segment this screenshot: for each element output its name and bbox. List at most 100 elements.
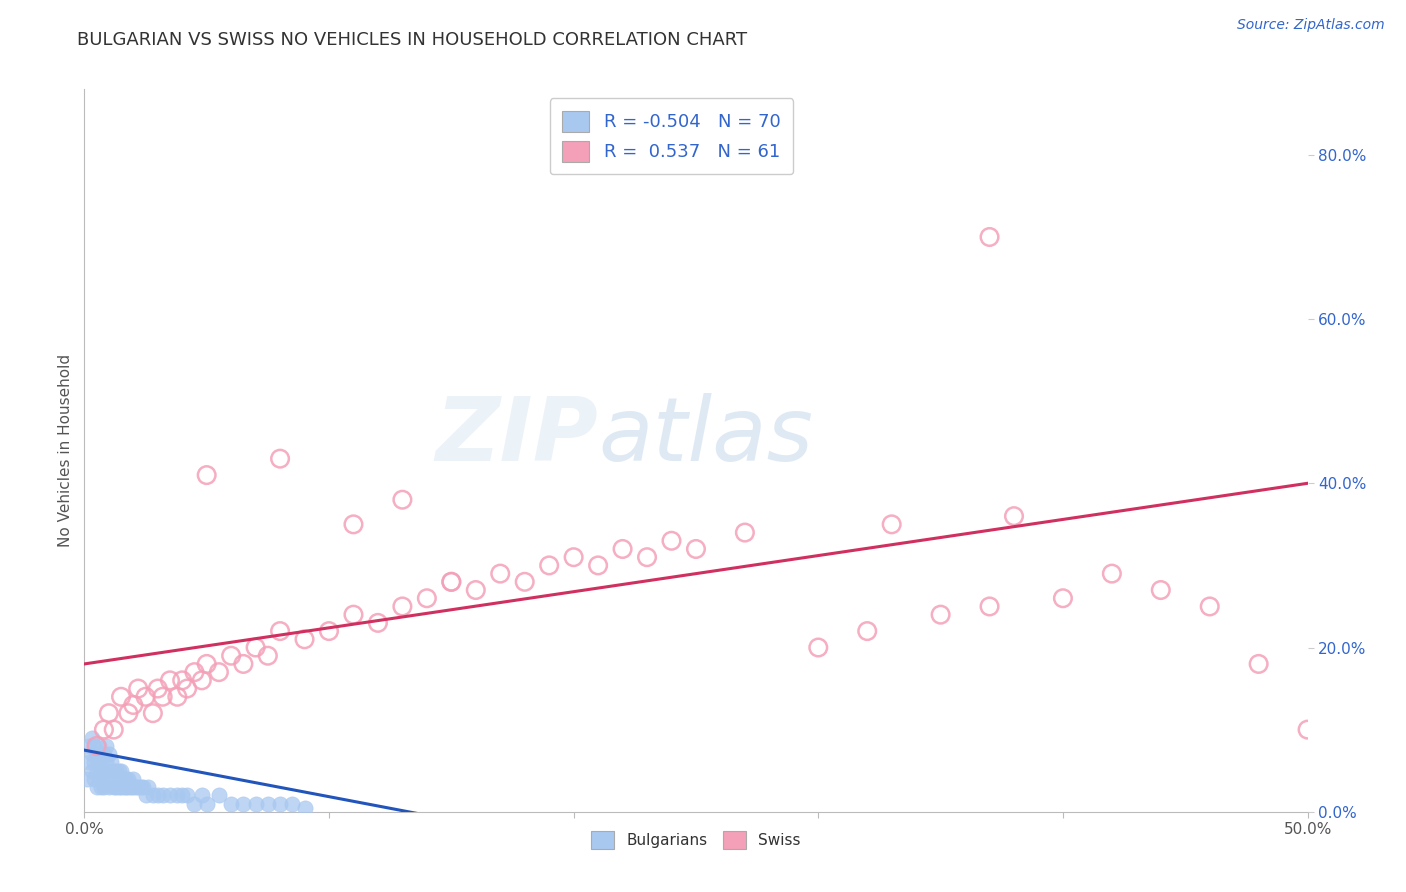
Point	[979, 230, 1001, 244]
Point	[96, 756, 118, 770]
Point	[86, 739, 108, 753]
Point	[76, 772, 98, 786]
Point	[103, 764, 125, 778]
Point	[83, 739, 105, 753]
Point	[269, 797, 291, 811]
Point	[562, 550, 585, 565]
Point	[232, 797, 254, 811]
Point	[342, 517, 364, 532]
Point	[110, 690, 132, 704]
Point	[513, 574, 536, 589]
Point	[136, 780, 159, 794]
Point	[83, 772, 105, 786]
Point	[80, 731, 103, 745]
Point	[734, 525, 756, 540]
Point	[115, 772, 138, 786]
Point	[269, 451, 291, 466]
Point	[112, 780, 135, 794]
Point	[103, 723, 125, 737]
Point	[96, 772, 118, 786]
Point	[80, 764, 103, 778]
Point	[464, 582, 486, 597]
Point	[117, 706, 139, 721]
Point	[110, 764, 132, 778]
Point	[122, 780, 145, 794]
Point	[122, 698, 145, 712]
Point	[1247, 657, 1270, 671]
Point	[93, 723, 115, 737]
Point	[146, 681, 169, 696]
Y-axis label: No Vehicles in Household: No Vehicles in Household	[58, 354, 73, 547]
Point	[87, 739, 110, 753]
Point	[105, 780, 128, 794]
Point	[880, 517, 903, 532]
Point	[294, 800, 316, 814]
Point	[612, 541, 634, 556]
Point	[661, 533, 683, 548]
Point	[391, 599, 413, 614]
Point	[685, 541, 707, 556]
Point	[90, 747, 112, 762]
Point	[1296, 723, 1319, 737]
Point	[440, 574, 463, 589]
Point	[117, 780, 139, 794]
Point	[166, 690, 188, 704]
Point	[489, 566, 512, 581]
Point	[115, 780, 138, 794]
Point	[176, 789, 198, 803]
Point	[100, 772, 122, 786]
Point	[93, 780, 115, 794]
Point	[132, 780, 155, 794]
Point	[107, 764, 129, 778]
Point	[391, 492, 413, 507]
Point	[195, 797, 218, 811]
Point	[245, 640, 267, 655]
Point	[257, 648, 280, 663]
Point	[172, 789, 194, 803]
Point	[159, 673, 181, 688]
Point	[152, 789, 174, 803]
Point	[1052, 591, 1074, 606]
Point	[86, 747, 108, 762]
Point	[127, 681, 149, 696]
Point	[87, 772, 110, 786]
Point	[195, 468, 218, 483]
Point	[1150, 582, 1173, 597]
Point	[245, 797, 267, 811]
Point	[77, 756, 100, 770]
Point	[979, 599, 1001, 614]
Text: BULGARIAN VS SWISS NO VEHICLES IN HOUSEHOLD CORRELATION CHART: BULGARIAN VS SWISS NO VEHICLES IN HOUSEH…	[77, 31, 748, 49]
Point	[112, 772, 135, 786]
Point	[83, 756, 105, 770]
Text: ZIP: ZIP	[436, 392, 598, 480]
Point	[97, 747, 120, 762]
Point	[93, 764, 115, 778]
Point	[856, 624, 879, 639]
Point	[86, 764, 108, 778]
Point	[440, 574, 463, 589]
Point	[294, 632, 316, 647]
Point	[208, 665, 231, 680]
Point	[90, 764, 112, 778]
Point	[100, 756, 122, 770]
Point	[929, 607, 952, 622]
Text: atlas: atlas	[598, 393, 813, 479]
Legend: Bulgarians, Swiss: Bulgarians, Swiss	[585, 825, 807, 855]
Point	[219, 797, 242, 811]
Point	[195, 657, 218, 671]
Point	[122, 772, 145, 786]
Point	[166, 789, 188, 803]
Text: Source: ZipAtlas.com: Source: ZipAtlas.com	[1237, 18, 1385, 32]
Point	[80, 747, 103, 762]
Point	[90, 780, 112, 794]
Point	[183, 665, 205, 680]
Point	[105, 764, 128, 778]
Point	[135, 789, 157, 803]
Point	[1198, 599, 1220, 614]
Point	[146, 789, 169, 803]
Point	[281, 797, 304, 811]
Point	[1002, 509, 1025, 524]
Point	[142, 789, 165, 803]
Point	[129, 780, 152, 794]
Point	[191, 673, 214, 688]
